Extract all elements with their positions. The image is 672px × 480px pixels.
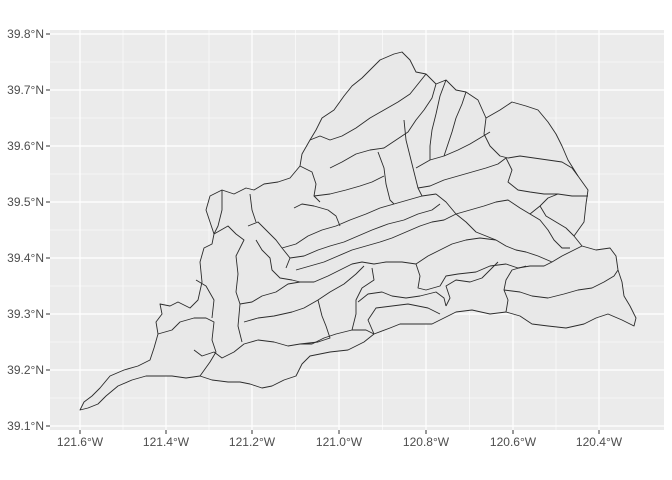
subbasin-boundary [309, 73, 427, 141]
subbasin-boundary [403, 119, 423, 197]
subbasin-boundary [299, 299, 331, 345]
subbasin-boundary [505, 157, 588, 197]
subbasin-boundary [357, 291, 447, 307]
y-tick-label: 39.1°N [7, 419, 44, 433]
subbasin-boundary [299, 165, 321, 203]
subbasin-boundary [503, 269, 619, 299]
subbasin-boundary [193, 329, 375, 359]
subbasin-boundary [377, 151, 395, 205]
x-tick-label: 120.6°W [490, 435, 537, 449]
subbasin-boundary [435, 193, 497, 241]
subbasin-boundary [417, 157, 507, 189]
y-axis: 39.8°N 39.7°N 39.6°N 39.5°N 39.4°N 39.3°N 39.2… [7, 27, 50, 433]
subbasin-boundary [243, 265, 365, 323]
x-tick-label: 121.6°W [57, 435, 104, 449]
subbasin-boundary [295, 213, 457, 271]
x-tick-label: 120.8°W [403, 435, 450, 449]
subbasin-boundary [255, 239, 301, 283]
subbasin-boundary [289, 203, 441, 259]
subbasin-boundary [455, 199, 570, 249]
watershed-outline [79, 51, 637, 411]
subbasin-boundary [443, 91, 467, 157]
subbasin-boundary [483, 117, 579, 177]
subbasin-boundary [239, 261, 417, 305]
subbasin-boundary [293, 203, 341, 227]
subbasin-boundary [249, 193, 257, 223]
subbasin-boundary [213, 190, 223, 235]
y-tick-label: 39.2°N [7, 363, 44, 377]
y-tick-label: 39.5°N [7, 195, 44, 209]
y-tick-label: 39.3°N [7, 307, 44, 321]
subbasin-boundary [313, 175, 385, 197]
x-tick-label: 121.0°W [316, 435, 363, 449]
subbasin-boundary [539, 205, 575, 237]
y-tick-label: 39.8°N [7, 27, 44, 41]
subbasin-boundary [351, 267, 375, 331]
x-tick-label: 121.4°W [143, 435, 190, 449]
y-tick-label: 39.7°N [7, 83, 44, 97]
subbasin-boundary [157, 317, 217, 377]
subbasin-boundary [529, 193, 559, 215]
subbasin-boundary [195, 279, 215, 319]
x-tick-label: 120.4°W [576, 435, 623, 449]
subbasin-boundary [329, 83, 437, 169]
x-axis: 121.6°W 121.4°W 121.2°W 121.0°W 120.8°W 120.6… [57, 430, 623, 449]
subbasin-boundary [213, 225, 245, 343]
subbasin-boundary [495, 239, 553, 263]
subbasin-boundary [415, 237, 497, 265]
watershed-polygons [79, 51, 637, 411]
subbasin-boundary [503, 265, 527, 313]
subbasin-boundary [415, 245, 583, 291]
y-tick-label: 39.6°N [7, 139, 44, 153]
subbasin-boundary [281, 193, 437, 249]
y-tick-label: 39.4°N [7, 251, 44, 265]
subbasin-boundary [367, 303, 441, 335]
x-tick-label: 121.2°W [229, 435, 276, 449]
subbasin-boundary [445, 261, 499, 307]
subbasin-boundary [429, 79, 447, 160]
